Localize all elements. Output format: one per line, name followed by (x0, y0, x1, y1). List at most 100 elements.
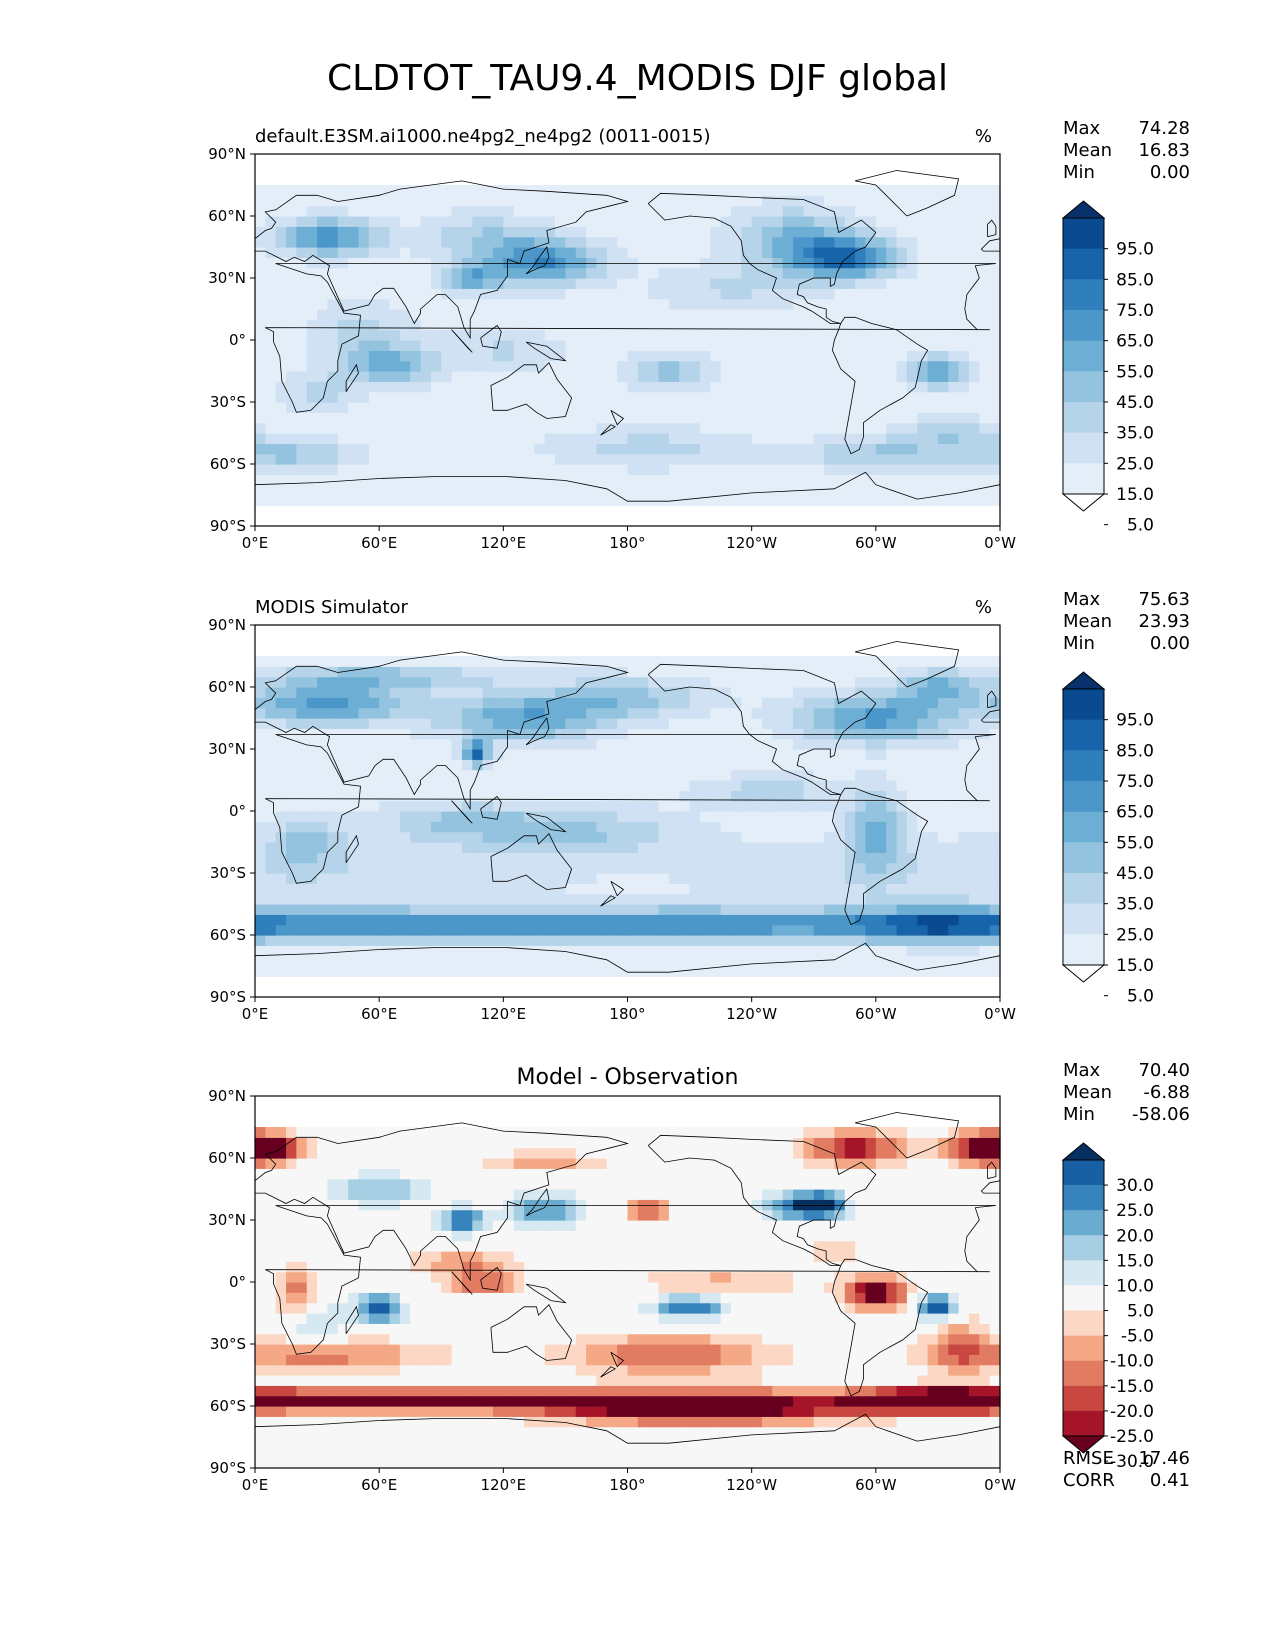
lat-tick-label: 30°S (210, 1335, 246, 1353)
lon-tick-label: 60°W (855, 534, 897, 552)
colorbar-label: 95.0 (1116, 711, 1154, 731)
data-field (255, 1127, 1001, 1469)
colorbar-segment (1063, 432, 1104, 464)
colorbar-segment (1063, 719, 1104, 751)
colorbar-frame (1062, 1159, 1105, 1437)
lon-tick-label: 0°W (984, 534, 1016, 552)
colorbar-label: 85.0 (1116, 741, 1154, 761)
colorbar-label: 85.0 (1116, 270, 1154, 290)
colorbar-label: 5.0 (1127, 1302, 1154, 1322)
colorbar-label: 45.0 (1116, 864, 1154, 884)
panel-title: Model - Observation (517, 1065, 739, 1090)
lat-tick-label: 60°S (210, 926, 246, 944)
colorbar-segment (1063, 1310, 1104, 1337)
lat-tick-label: 90°N (208, 616, 246, 634)
colorbar-label: 30.0 (1116, 1176, 1154, 1196)
lat-tick-label: 90°S (210, 1459, 246, 1477)
stat-value: 0.00 (1150, 162, 1190, 183)
lon-tick-label: 120°E (481, 1005, 527, 1023)
lat-tick-label: 60°N (208, 1149, 246, 1167)
stat-value: 75.63 (1138, 589, 1190, 610)
colorbar-segment (1063, 248, 1104, 280)
colorbar-segment (1063, 903, 1104, 935)
lat-tick-label: 60°N (208, 678, 246, 696)
stat-label: Mean (1063, 1082, 1112, 1103)
lon-tick-label: 120°W (726, 1476, 777, 1494)
lon-tick-label: 60°E (361, 1005, 397, 1023)
colorbar-label: 75.0 (1116, 301, 1154, 321)
colorbar-segment (1063, 781, 1104, 813)
colorbar: 30.0 25.0 20.0 15.0 10.0 5.0 -5.0 -10.0 -15.0 -20… (1061, 1142, 1154, 1472)
coastlines (254, 170, 1001, 502)
colorbar-label: 20.0 (1116, 1226, 1154, 1246)
colorbar-label: -20.0 (1110, 1402, 1154, 1422)
colorbar-label: -30.0 (1110, 1452, 1154, 1472)
units-label: % (975, 126, 992, 147)
map-panel-reference: 0°E 90°N 60°E 60°N 120°E 30°N 180° 0° 120°W 30°S 6… (208, 589, 1190, 1023)
lat-tick-label: 30°N (208, 1211, 246, 1229)
lon-tick-label: 120°E (481, 534, 527, 552)
colorbar-extend-min (1061, 493, 1106, 512)
colorbar: 95.0 85.0 75.0 65.0 55.0 45.0 35.0 25.0 15.0 5.0 (1061, 671, 1154, 1007)
colorbar-segment (1063, 934, 1104, 966)
colorbar-label: 15.0 (1116, 485, 1154, 505)
lat-tick-label: 90°N (208, 145, 246, 163)
colorbar-segment (1063, 340, 1104, 372)
colorbar-segment (1063, 1160, 1104, 1186)
colorbar-label: 15.0 (1116, 1251, 1154, 1271)
colorbar-label: 5.0 (1127, 516, 1154, 536)
lat-tick-label: 0° (229, 1273, 246, 1291)
colorbar-segment (1063, 1385, 1104, 1412)
colorbar-segment (1063, 1185, 1104, 1211)
lat-tick-label: 60°N (208, 207, 246, 225)
stat-label: Min (1063, 1104, 1095, 1125)
lon-tick-label: 60°E (361, 534, 397, 552)
colorbar-segment (1063, 1235, 1104, 1261)
lon-tick-label: 0°W (984, 1476, 1016, 1494)
stat-value: 0.00 (1150, 633, 1190, 654)
colorbar-label: 25.0 (1116, 925, 1154, 945)
stat-label: Mean (1063, 611, 1112, 632)
coastlines (254, 641, 1001, 973)
colorbar-label: -15.0 (1110, 1377, 1154, 1397)
stat-value: 0.41 (1150, 1470, 1190, 1491)
colorbar-extend-max (1061, 1142, 1106, 1161)
lon-tick-label: 60°E (361, 1476, 397, 1494)
colorbar-label: 5.0 (1127, 987, 1154, 1007)
stat-value: 23.93 (1138, 611, 1190, 632)
colorbar-label: 55.0 (1116, 833, 1154, 853)
colorbar-segment (1063, 689, 1104, 721)
lat-tick-label: 30°S (210, 393, 246, 411)
map-panel-difference: 0°E 90°N 60°E 60°N 120°E 30°N 180° 0° 120°W 30°S 6… (208, 1060, 1190, 1494)
lon-tick-label: 120°W (726, 1005, 777, 1023)
colorbar-label: -5.0 (1121, 1327, 1154, 1347)
colorbar-segment (1063, 1335, 1104, 1362)
stat-label: CORR (1063, 1470, 1115, 1491)
stat-value: -58.06 (1132, 1104, 1190, 1125)
colorbar-label: 65.0 (1116, 332, 1154, 352)
colorbar-segment (1063, 811, 1104, 843)
figure-title: CLDTOT_TAU9.4_MODIS DJF global (327, 58, 948, 99)
colorbar-segment (1063, 750, 1104, 782)
stat-label: RMSE (1063, 1448, 1114, 1469)
colorbar-segment (1063, 1410, 1104, 1437)
stat-value: 17.46 (1138, 1448, 1190, 1469)
lon-tick-label: 180° (609, 1005, 645, 1023)
lat-tick-label: 0° (229, 802, 246, 820)
colorbar-label: 75.0 (1116, 772, 1154, 792)
stat-value: 74.28 (1138, 118, 1190, 139)
colorbar-extend-max (1061, 200, 1106, 219)
colorbar-frame (1062, 688, 1105, 966)
colorbar-label: 10.0 (1116, 1276, 1154, 1296)
lat-tick-label: 30°N (208, 740, 246, 758)
colorbar-label: 55.0 (1116, 362, 1154, 382)
colorbar-segment (1063, 1360, 1104, 1387)
colorbar-label: -10.0 (1110, 1352, 1154, 1372)
lat-tick-label: 90°N (208, 1087, 246, 1105)
stat-label: Max (1063, 1060, 1101, 1081)
colorbar-segment (1063, 310, 1104, 342)
lon-tick-label: 0°E (242, 1476, 269, 1494)
stat-label: Min (1063, 162, 1095, 183)
lat-tick-label: 0° (229, 331, 246, 349)
